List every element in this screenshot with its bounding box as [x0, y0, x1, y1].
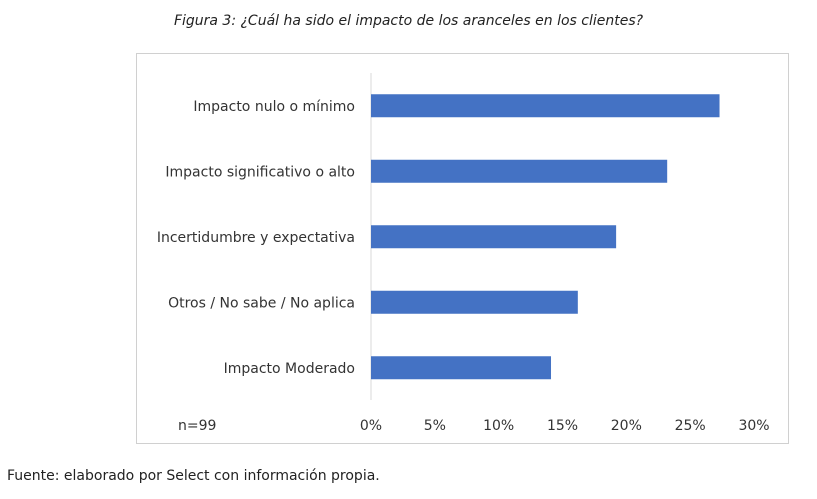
bar-3	[371, 225, 617, 249]
x-tick-label: 15%	[547, 418, 578, 434]
x-tick-label: 25%	[675, 418, 706, 434]
figure-caption: Figura 3: ¿Cuál ha sido el impacto de lo…	[173, 13, 644, 29]
bar-1	[371, 94, 720, 118]
chart-frame	[136, 53, 789, 444]
bar-5	[371, 356, 552, 380]
category-label: Otros / No sabe / No aplica	[168, 295, 355, 311]
bar-4	[371, 290, 578, 314]
x-tick-label: 10%	[483, 418, 514, 434]
bar-2	[371, 159, 668, 183]
x-tick-label: 20%	[611, 418, 642, 434]
x-tick-label: 5%	[424, 418, 446, 434]
x-tick-label: 30%	[738, 418, 769, 434]
category-label: Impacto Moderado	[224, 361, 355, 377]
category-label: Impacto significativo o alto	[165, 164, 355, 180]
sample-size-annotation: n=99	[178, 418, 216, 434]
category-label: Impacto nulo o mínimo	[193, 99, 355, 115]
x-tick-label: 0%	[360, 418, 382, 434]
source-note: Fuente: elaborado por Select con informa…	[7, 468, 380, 484]
category-label: Incertidumbre y expectativa	[157, 230, 355, 246]
